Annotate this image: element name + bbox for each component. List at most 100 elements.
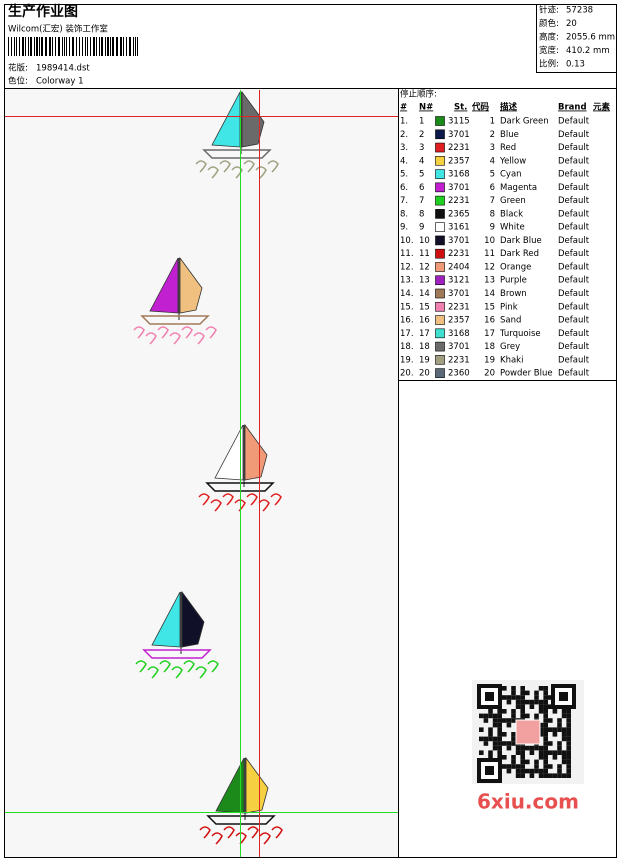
row-code: 11 <box>484 249 495 259</box>
row-brand: Default <box>558 355 590 365</box>
swatch <box>435 301 445 312</box>
bar-stripe <box>110 37 111 56</box>
row-n: 2 <box>419 130 424 140</box>
qr-cell <box>534 690 539 696</box>
hull <box>205 482 275 492</box>
qr-cell <box>534 768 539 774</box>
wave <box>246 493 258 506</box>
row-code: 2 <box>490 130 495 140</box>
qr-cell <box>520 713 525 719</box>
qr-cell <box>492 745 498 751</box>
row-no: 19. <box>400 355 414 365</box>
qr-cell <box>538 755 544 760</box>
bar-stripe <box>99 37 100 56</box>
bar-stripe <box>123 37 124 56</box>
row-code: 15 <box>484 302 495 312</box>
qr-cell <box>483 713 489 719</box>
qr-cell <box>538 686 544 691</box>
bar-stripe <box>34 37 35 56</box>
row-desc: Dark Green <box>500 117 549 127</box>
row-desc: Dark Blue <box>500 236 542 246</box>
qr-cell <box>511 759 516 765</box>
wave <box>147 666 159 679</box>
qr-cell <box>557 722 562 728</box>
column-header: # <box>400 103 407 113</box>
qr-cell <box>534 713 539 719</box>
qr-cell <box>538 773 544 778</box>
row-brand: Default <box>558 130 590 140</box>
qr-cell <box>506 699 512 705</box>
qr-cell <box>534 745 539 751</box>
qr-cell <box>543 727 548 732</box>
row-brand: Default <box>558 156 590 166</box>
row-code: 8 <box>490 209 495 219</box>
row-brand: Default <box>558 117 590 127</box>
row-desc: Purple <box>500 276 527 286</box>
bar-stripe <box>126 37 127 56</box>
row-code: 17 <box>484 329 495 339</box>
qr-cell <box>492 713 498 719</box>
swatch <box>435 328 445 339</box>
wave <box>222 493 234 506</box>
row-no: 5. <box>400 170 408 180</box>
column-header: N# <box>419 103 433 113</box>
qr-cell <box>520 755 525 760</box>
row-code: 10 <box>484 236 495 246</box>
qr-cell <box>483 741 489 746</box>
wave <box>171 666 183 679</box>
swatch <box>435 288 445 299</box>
row-n: 15 <box>419 302 430 312</box>
sail <box>179 256 203 314</box>
sail <box>214 424 244 481</box>
row-st: 3701 <box>448 236 470 246</box>
bar-stripe <box>87 37 88 56</box>
row-n: 10 <box>419 236 430 246</box>
qr-cell <box>488 709 493 714</box>
qr-cell <box>520 704 525 709</box>
qr-cell <box>529 750 535 755</box>
sail <box>241 90 265 148</box>
qr-cell <box>538 732 544 737</box>
swatch <box>435 156 445 166</box>
row-n: 18 <box>419 342 430 352</box>
qr-cell <box>543 690 548 696</box>
qr-cell <box>525 768 530 774</box>
qr-cell <box>492 718 498 723</box>
wave <box>195 666 207 679</box>
row-desc: Sand <box>500 316 521 326</box>
row-no: 18. <box>400 342 414 352</box>
qr-cell <box>479 736 484 742</box>
qr-cell <box>520 695 525 700</box>
qr-cell <box>511 690 516 696</box>
row-code: 19 <box>484 355 495 365</box>
qr-cell <box>548 773 553 778</box>
row-brand: Default <box>558 223 590 233</box>
qr-cell <box>520 750 525 755</box>
qr-cell <box>525 699 530 705</box>
sail <box>149 257 179 314</box>
qr-cell <box>543 750 548 755</box>
wave <box>159 660 171 673</box>
qr-cell <box>566 759 571 765</box>
qr-cell <box>529 768 535 774</box>
qr-cell <box>511 741 516 746</box>
qr-cell <box>520 709 525 714</box>
qr-cell <box>566 718 571 723</box>
qr-cell <box>497 718 502 723</box>
qr-cell <box>502 732 507 737</box>
wave <box>169 332 181 345</box>
hull <box>142 649 212 659</box>
row-brand: Default <box>558 196 590 206</box>
row-code: 5 <box>490 170 495 180</box>
qr-finder <box>559 692 568 701</box>
row-desc: Red <box>500 143 516 153</box>
bar-stripe <box>22 37 24 56</box>
watermark: 6xiu.com <box>477 790 579 814</box>
wave <box>235 832 247 845</box>
qr-cell <box>557 773 562 778</box>
swatch <box>435 235 445 246</box>
swatch <box>435 315 445 325</box>
swatch <box>435 355 445 365</box>
row-desc: Magenta <box>500 183 537 193</box>
